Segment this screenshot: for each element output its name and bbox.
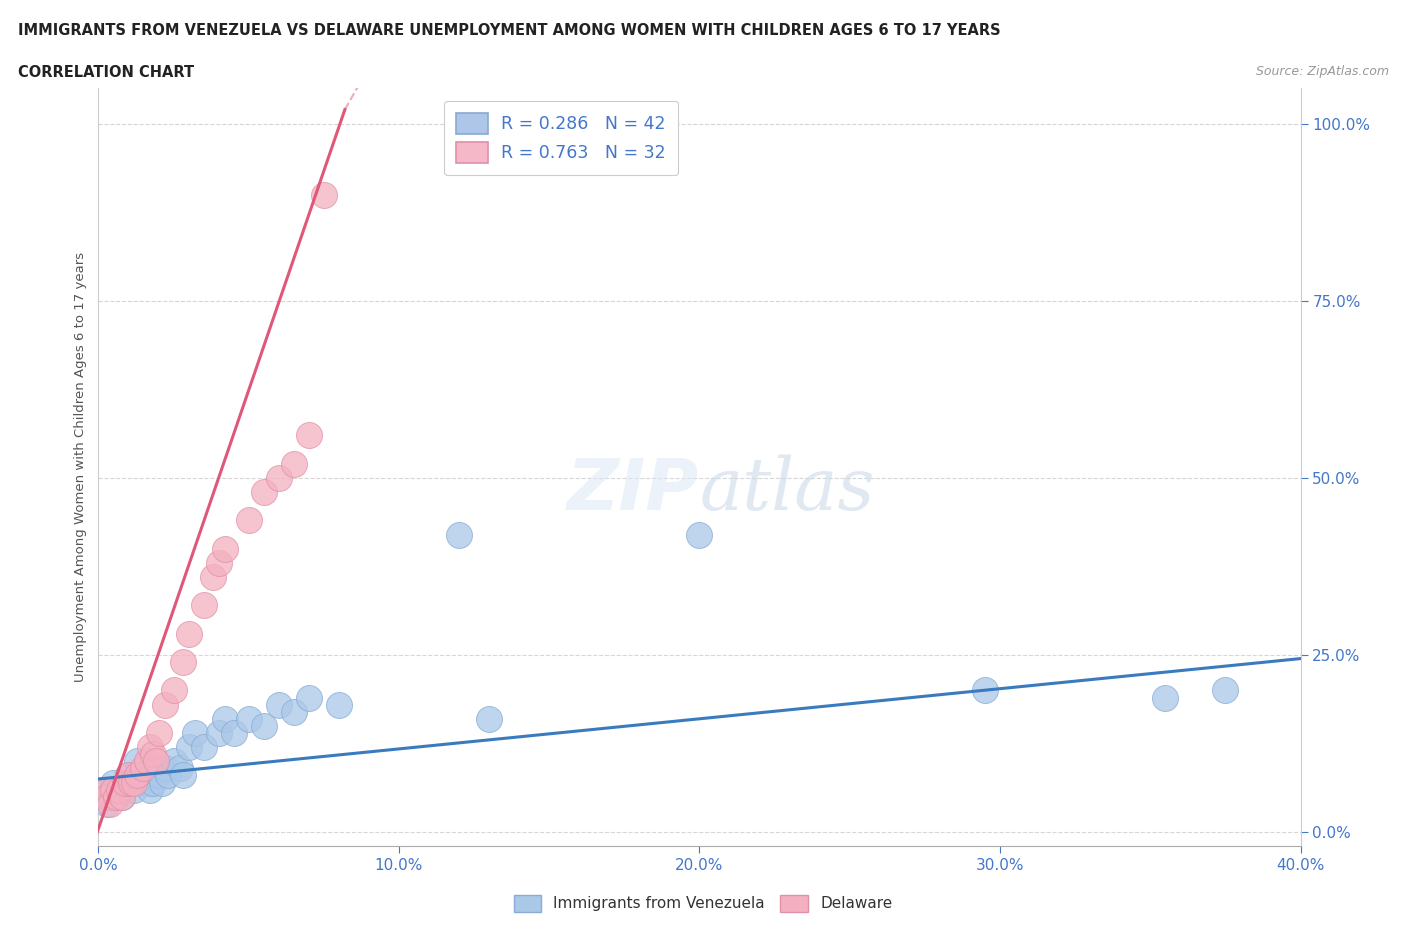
Point bbox=[183, 725, 205, 740]
Point bbox=[214, 711, 236, 726]
Y-axis label: Unemployment Among Women with Children Ages 6 to 17 years: Unemployment Among Women with Children A… bbox=[75, 252, 87, 683]
Point bbox=[193, 598, 215, 613]
Point bbox=[138, 739, 160, 754]
Point bbox=[121, 775, 143, 790]
Point bbox=[283, 457, 305, 472]
Point bbox=[150, 775, 173, 790]
Point bbox=[201, 570, 224, 585]
Point bbox=[169, 761, 191, 776]
Point bbox=[328, 698, 350, 712]
Point bbox=[108, 782, 131, 797]
Point bbox=[162, 683, 184, 698]
Point bbox=[132, 761, 155, 776]
Point bbox=[127, 754, 149, 769]
Point bbox=[138, 782, 160, 797]
Text: CORRELATION CHART: CORRELATION CHART bbox=[18, 65, 194, 80]
Point bbox=[298, 690, 321, 705]
Point bbox=[103, 775, 125, 790]
Point bbox=[127, 768, 149, 783]
Point bbox=[478, 711, 501, 726]
Point bbox=[148, 725, 170, 740]
Point bbox=[105, 790, 128, 804]
Text: atlas: atlas bbox=[699, 455, 875, 525]
Point bbox=[238, 711, 260, 726]
Point bbox=[117, 768, 139, 783]
Point bbox=[172, 655, 194, 670]
Point bbox=[193, 739, 215, 754]
Point bbox=[121, 775, 143, 790]
Point bbox=[688, 527, 710, 542]
Point bbox=[96, 796, 118, 811]
Point bbox=[267, 698, 290, 712]
Point bbox=[141, 747, 163, 762]
Point bbox=[156, 768, 179, 783]
Point bbox=[93, 782, 115, 797]
Point bbox=[312, 187, 335, 202]
Point bbox=[208, 725, 231, 740]
Point bbox=[153, 761, 176, 776]
Point bbox=[124, 775, 146, 790]
Legend: R = 0.286   N = 42, R = 0.763   N = 32: R = 0.286 N = 42, R = 0.763 N = 32 bbox=[444, 100, 678, 175]
Point bbox=[103, 782, 125, 797]
Point bbox=[1154, 690, 1177, 705]
Point bbox=[267, 471, 290, 485]
Point bbox=[114, 775, 136, 790]
Point bbox=[208, 555, 231, 570]
Point bbox=[974, 683, 997, 698]
Point bbox=[153, 698, 176, 712]
Point bbox=[172, 768, 194, 783]
Point bbox=[253, 719, 276, 734]
Point bbox=[145, 754, 167, 769]
Point bbox=[108, 782, 131, 797]
Point bbox=[117, 768, 139, 783]
Point bbox=[93, 782, 115, 797]
Point bbox=[132, 768, 155, 783]
Point bbox=[298, 428, 321, 443]
Point bbox=[283, 704, 305, 719]
Point bbox=[105, 790, 128, 804]
Point bbox=[96, 790, 118, 804]
Point bbox=[124, 782, 146, 797]
Point bbox=[253, 485, 276, 499]
Text: Source: ZipAtlas.com: Source: ZipAtlas.com bbox=[1256, 65, 1389, 78]
Text: IMMIGRANTS FROM VENEZUELA VS DELAWARE UNEMPLOYMENT AMONG WOMEN WITH CHILDREN AGE: IMMIGRANTS FROM VENEZUELA VS DELAWARE UN… bbox=[18, 23, 1001, 38]
Point bbox=[222, 725, 245, 740]
Point bbox=[214, 541, 236, 556]
Point bbox=[135, 754, 157, 769]
Legend: Immigrants from Venezuela, Delaware: Immigrants from Venezuela, Delaware bbox=[508, 889, 898, 918]
Point bbox=[100, 790, 122, 804]
Point bbox=[177, 739, 200, 754]
Point bbox=[141, 775, 163, 790]
Point bbox=[100, 796, 122, 811]
Text: ZIP: ZIP bbox=[567, 456, 699, 525]
Point bbox=[1215, 683, 1237, 698]
Point bbox=[162, 754, 184, 769]
Point bbox=[114, 775, 136, 790]
Point bbox=[238, 513, 260, 528]
Point bbox=[111, 790, 134, 804]
Point bbox=[447, 527, 470, 542]
Point bbox=[145, 761, 167, 776]
Point bbox=[135, 775, 157, 790]
Point bbox=[111, 790, 134, 804]
Point bbox=[148, 768, 170, 783]
Point bbox=[177, 626, 200, 641]
